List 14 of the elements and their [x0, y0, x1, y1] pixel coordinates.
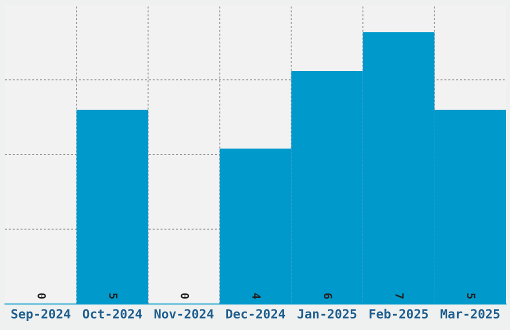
data-label: 7: [396, 293, 404, 299]
x-tick-label: Oct-2024: [82, 309, 142, 319]
x-tick-label: Nov-2024: [154, 309, 214, 319]
x-tick-label: Mar-2025: [440, 309, 500, 319]
x-tick-label: Feb-2025: [370, 308, 428, 319]
data-label: 6: [324, 293, 332, 299]
data-label: 0: [180, 293, 190, 299]
x-tick-label: Jan-2025: [298, 309, 356, 319]
data-label: 0: [38, 293, 46, 299]
data-label: 5: [109, 293, 118, 299]
x-tick-label: Sep-2024: [11, 309, 70, 321]
data-label: 5: [466, 293, 476, 299]
data-label: 4: [252, 293, 261, 299]
x-tick-label: Dec-2024: [226, 309, 286, 319]
